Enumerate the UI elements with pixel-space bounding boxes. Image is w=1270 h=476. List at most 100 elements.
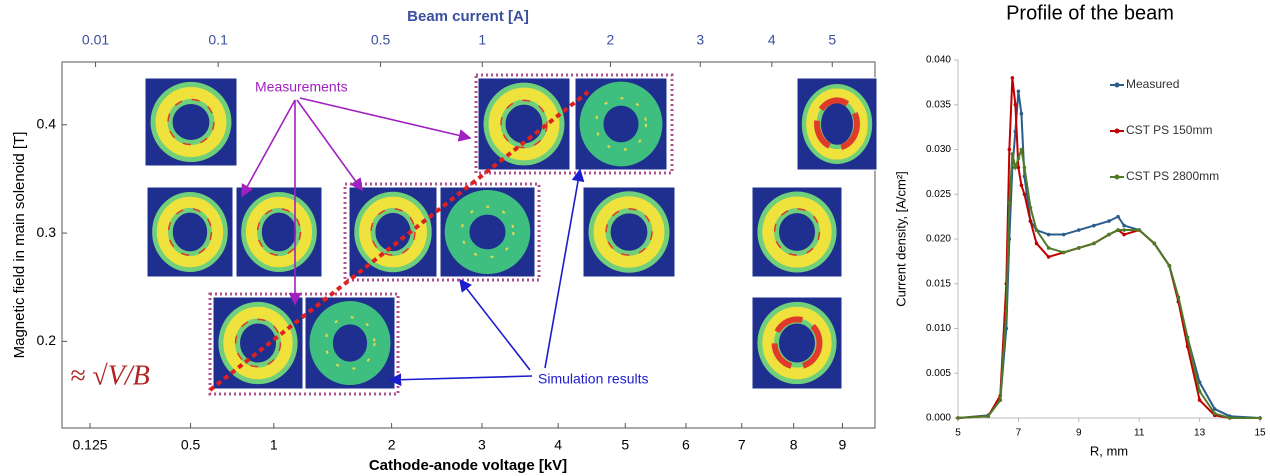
beam-ring	[256, 208, 302, 256]
y-tick-label: 0.020	[926, 234, 951, 245]
beam-ring	[762, 306, 832, 380]
point	[1010, 76, 1015, 80]
point	[1022, 165, 1027, 170]
legend-swatch	[1114, 128, 1120, 134]
point	[1077, 228, 1081, 232]
pair-box	[208, 292, 400, 396]
point	[1122, 232, 1126, 237]
x2-tick-label: 4	[768, 32, 776, 48]
x2-tick-label: 0.5	[371, 32, 391, 48]
scaling-formula: ≈ √V/B	[70, 360, 150, 391]
beam-ring	[234, 318, 282, 368]
beam-ring	[762, 196, 832, 268]
y-tick-label: 0.015	[926, 278, 951, 289]
beam-ring	[806, 88, 868, 160]
point	[1016, 156, 1021, 161]
point	[1122, 228, 1126, 232]
x2-tick-label: 2	[607, 32, 615, 48]
point	[1022, 192, 1027, 197]
x2-tick-label: 0.1	[208, 32, 228, 48]
annotation: Simulation results	[538, 371, 649, 387]
y-tick-label: 0.2	[37, 332, 57, 348]
y-tick-label: 0.025	[926, 189, 951, 200]
x-tick-label: 8	[790, 437, 798, 453]
x-tick-label: 3	[478, 437, 486, 453]
point	[1107, 232, 1111, 237]
point	[1046, 232, 1051, 237]
point	[1092, 241, 1096, 246]
point	[1019, 147, 1024, 152]
point	[1034, 241, 1039, 246]
point	[1016, 165, 1021, 170]
point	[1212, 411, 1217, 416]
point	[1019, 111, 1024, 116]
point	[1228, 416, 1232, 420]
point	[1028, 205, 1033, 210]
legend-label: Measured	[1126, 77, 1179, 91]
x2-tick-label: 5	[828, 32, 836, 48]
x2-tick-label: 1	[478, 32, 486, 48]
x-tick-label: 7	[738, 437, 746, 453]
beam-ring	[245, 196, 313, 268]
x-tick-label: 5	[621, 437, 629, 453]
point	[1004, 308, 1009, 313]
beam-ring	[167, 208, 213, 256]
x-tick-label: 1	[270, 437, 278, 453]
x-tick-label: 7	[1016, 428, 1022, 439]
beam-ring	[771, 316, 823, 370]
beam-ring	[605, 208, 653, 256]
y-tick-label: 0.010	[926, 323, 951, 334]
point	[1212, 407, 1217, 411]
point	[1107, 219, 1111, 223]
point	[956, 416, 960, 420]
beam-ring	[167, 98, 215, 146]
point	[1137, 228, 1141, 232]
beam-images	[144, 77, 878, 390]
legend-label: CST PS 2800mm	[1126, 169, 1219, 183]
x2-tick-label: 0.01	[82, 32, 109, 48]
point	[1185, 335, 1190, 340]
x-tick-label: 2	[388, 437, 396, 453]
point	[1046, 255, 1051, 259]
point	[986, 414, 990, 419]
point	[1176, 295, 1181, 299]
beam-ring	[594, 97, 648, 151]
point	[1092, 223, 1096, 228]
point	[1116, 228, 1120, 232]
x-tick-label: 9	[839, 437, 847, 453]
point	[1116, 214, 1120, 219]
point	[1019, 183, 1024, 188]
y-tick-label: 0.035	[926, 99, 951, 110]
point	[1197, 389, 1202, 393]
point	[1016, 89, 1021, 94]
beam-ring	[593, 196, 665, 268]
annotation: Measurements	[255, 79, 348, 95]
beam-ring	[359, 196, 427, 268]
pair-box	[343, 182, 541, 282]
y-tick-label: 0.005	[926, 368, 951, 379]
point	[1197, 398, 1202, 402]
x-tick-label: 9	[1076, 428, 1082, 439]
point	[1007, 201, 1012, 205]
x-tick-label: 11	[1134, 428, 1145, 439]
beam-ring	[488, 87, 560, 161]
x-tick-label: 6	[682, 437, 690, 453]
x-tick-label: 0.125	[73, 437, 108, 453]
beam-ring	[773, 208, 821, 256]
y-tick-label: 0.040	[926, 55, 951, 66]
point	[1013, 165, 1018, 170]
point	[1122, 223, 1126, 228]
series-line	[957, 149, 1260, 419]
overlays: Measurements Simulation results ≈ √V/B	[70, 73, 674, 396]
point	[1258, 416, 1262, 420]
point	[1010, 152, 1015, 156]
point	[1028, 219, 1033, 223]
y-tick-label: 0.030	[926, 144, 951, 155]
x-tick-label: 15	[1254, 428, 1266, 439]
point	[1013, 102, 1018, 107]
point	[1077, 246, 1081, 250]
legend-swatch	[1114, 82, 1120, 88]
point	[1061, 232, 1066, 237]
measurement-arrows	[241, 97, 472, 306]
